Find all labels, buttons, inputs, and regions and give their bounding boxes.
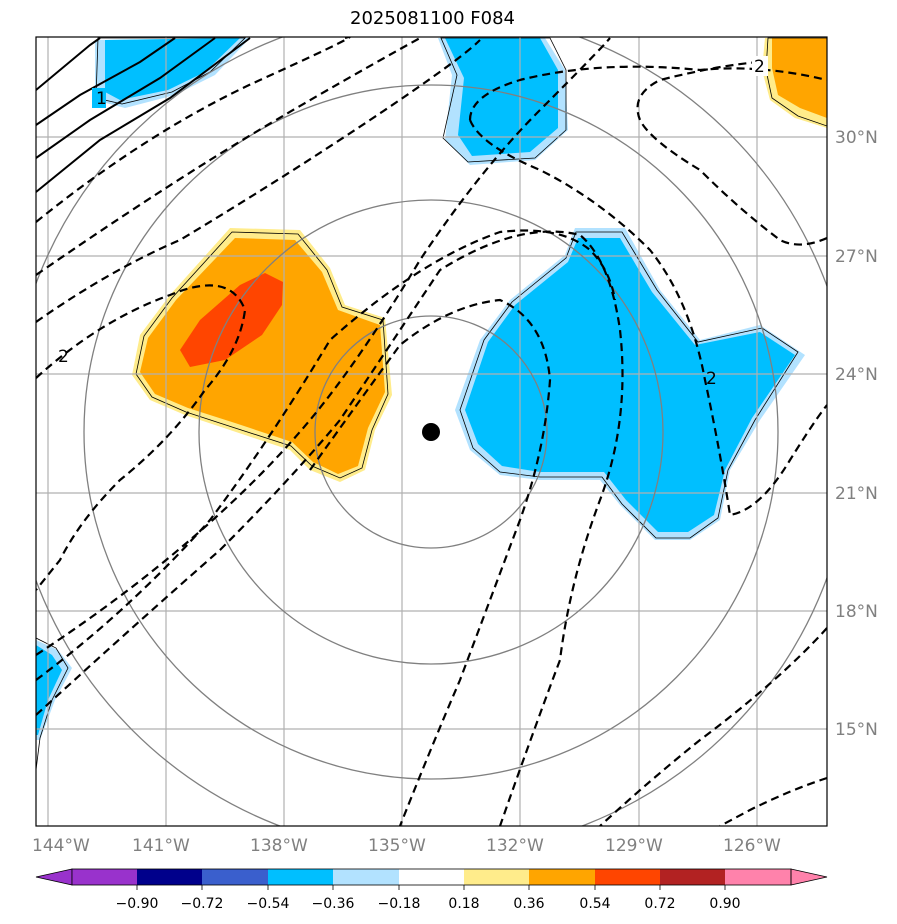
contour-label-2-west: 2 (58, 347, 69, 367)
colorbar-tick-label: 0.54 (579, 896, 610, 912)
lon-label: 132°W (486, 836, 544, 856)
colorbar-tick-label: −0.54 (247, 896, 290, 912)
colorbar-segment (72, 869, 137, 885)
lon-label: 126°W (723, 836, 781, 856)
solid-contours (36, 37, 251, 193)
map-frame (35, 36, 828, 827)
colorbar-tick-label: −0.18 (378, 896, 421, 912)
colorbar-extend-high (790, 868, 828, 886)
colorbar-segment (202, 869, 268, 885)
lon-label: 138°W (250, 836, 308, 856)
colorbar-segment (595, 869, 660, 885)
colorbar-tick-label: −0.72 (181, 896, 224, 912)
colorbar-tick-label: −0.36 (312, 896, 355, 912)
lat-label: 27°N (835, 247, 878, 267)
colorbar-segment (137, 869, 202, 885)
lat-label: 18°N (835, 602, 878, 622)
colorbar-tick-label: −0.90 (116, 896, 159, 912)
latitude-labels: 30°N 27°N 24°N 21°N 18°N 15°N (835, 128, 878, 740)
contour-label-2-northeast: 2 (754, 57, 765, 77)
lat-label: 21°N (835, 484, 878, 504)
range-rings (36, 37, 827, 826)
colorbar-tick-label: 0.18 (448, 896, 479, 912)
colorbar-segment (660, 869, 725, 885)
colorbar-tick-label: 0.90 (709, 896, 740, 912)
colorbar: −0.90 −0.72 −0.54 −0.36 −0.18 0.18 0.36 … (35, 868, 828, 912)
colorbar-segment (529, 869, 595, 885)
lat-label: 15°N (835, 720, 878, 740)
contour-label-2-east: 2 (706, 369, 717, 389)
longitude-labels: 144°W 141°W 138°W 135°W 132°W 129°W 126°… (32, 836, 781, 856)
map-title: 2025081100 F084 (350, 8, 515, 29)
lat-label: 24°N (835, 365, 878, 385)
lon-label: 141°W (132, 836, 190, 856)
colorbar-segment (333, 869, 399, 885)
colorbar-tick-label: 0.36 (513, 896, 544, 912)
colorbar-segment (399, 869, 464, 885)
colorbar-extend-low (35, 868, 73, 886)
contour-label-1: 1 (96, 89, 107, 109)
gridlines (36, 37, 827, 826)
lon-label: 129°W (605, 836, 663, 856)
colorbar-segment (268, 869, 333, 885)
lon-label: 135°W (368, 836, 426, 856)
shading-positive (132, 38, 827, 482)
colorbar-tick-label: 0.72 (644, 896, 675, 912)
colorbar-segment (464, 869, 529, 885)
lat-label: 30°N (835, 128, 878, 148)
colorbar-segment (725, 869, 791, 885)
lon-label: 144°W (32, 836, 90, 856)
storm-center-marker (422, 423, 440, 441)
